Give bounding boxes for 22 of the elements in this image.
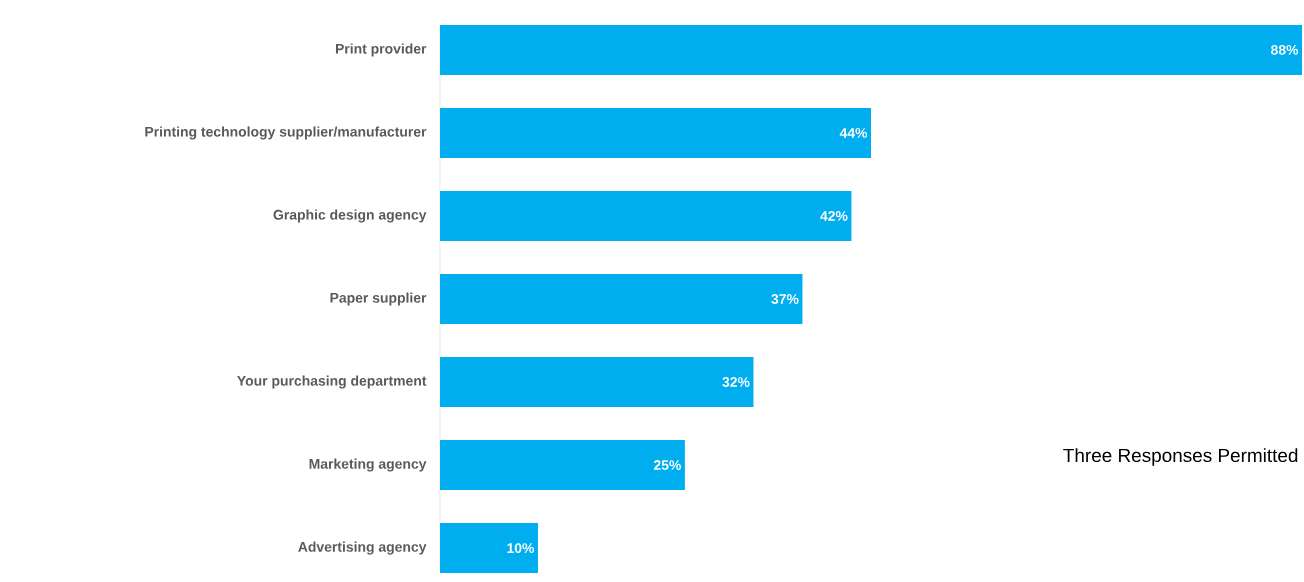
- bar: [440, 357, 754, 408]
- data-label: 25%: [653, 460, 681, 471]
- bar: [440, 440, 685, 491]
- y-tick-label: Print provider: [335, 43, 427, 57]
- data-label: 37%: [771, 294, 799, 304]
- y-tick-label: Marketing agency: [309, 458, 427, 472]
- y-tick-label: Paper supplier: [330, 292, 427, 306]
- bar: [440, 107, 872, 158]
- data-label: 44%: [839, 128, 868, 138]
- bar: [440, 523, 538, 574]
- bar: [440, 274, 803, 325]
- data-label: 32%: [722, 377, 750, 387]
- y-tick-label: Advertising agency: [298, 541, 427, 555]
- data-label: 10%: [507, 543, 535, 554]
- y-tick-label: Printing technology supplier/manufacturer: [145, 126, 427, 140]
- y-tick-label: Your purchasing department: [237, 375, 427, 389]
- y-tick-label: Graphic design agency: [273, 209, 427, 223]
- data-label: 42%: [820, 211, 848, 221]
- bar: [440, 24, 1303, 75]
- data-label: 88%: [1271, 44, 1299, 55]
- annotation: Three Responses Permitted: [1063, 448, 1298, 466]
- bar: [440, 190, 852, 241]
